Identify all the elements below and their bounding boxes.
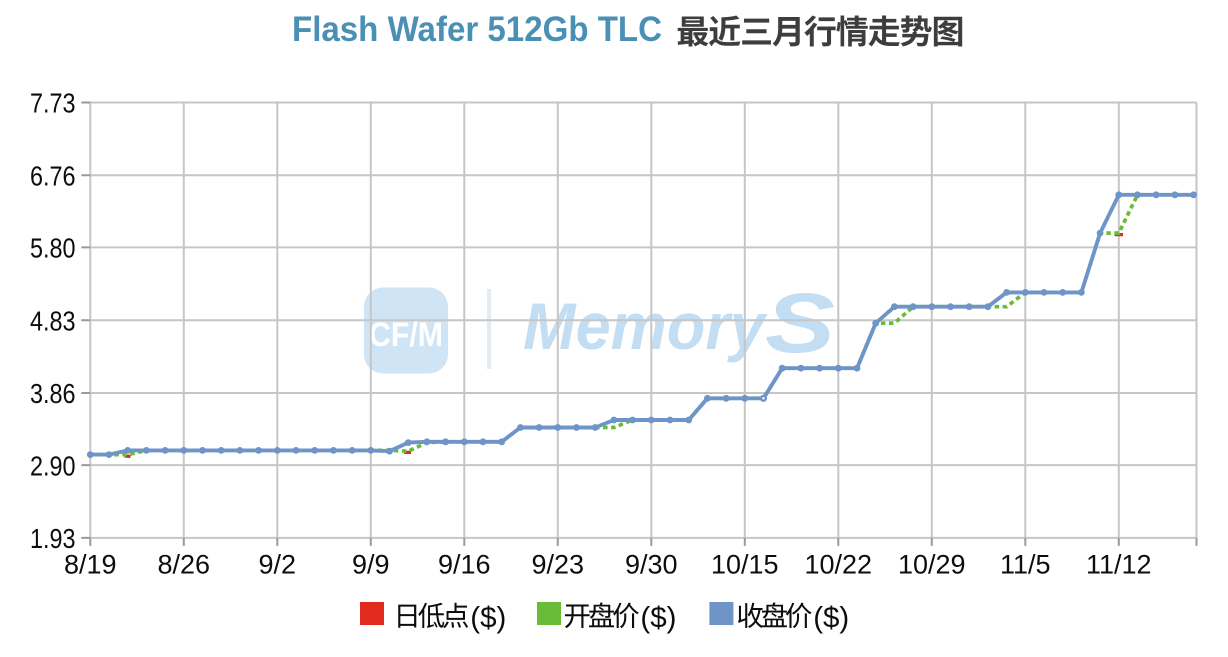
svg-text:9/2: 9/2 bbox=[259, 550, 297, 580]
svg-text:5.80: 5.80 bbox=[30, 233, 76, 264]
svg-text:9/23: 9/23 bbox=[532, 550, 585, 580]
svg-text:8/19: 8/19 bbox=[64, 550, 117, 580]
svg-text:9/9: 9/9 bbox=[352, 550, 390, 580]
svg-text:10/22: 10/22 bbox=[805, 550, 873, 580]
svg-text:10/29: 10/29 bbox=[898, 550, 966, 580]
svg-text:Memory: Memory bbox=[523, 289, 768, 363]
svg-text:1.93: 1.93 bbox=[30, 523, 76, 554]
svg-text:7.73: 7.73 bbox=[30, 88, 76, 119]
svg-text:4.83: 4.83 bbox=[30, 305, 76, 336]
svg-text:S: S bbox=[765, 276, 835, 370]
svg-text:11/5: 11/5 bbox=[1000, 550, 1051, 580]
svg-text:($): ($) bbox=[470, 602, 506, 635]
svg-text:9/16: 9/16 bbox=[438, 550, 491, 580]
svg-text:6.76: 6.76 bbox=[30, 161, 76, 192]
svg-text:10/15: 10/15 bbox=[711, 550, 779, 580]
svg-text:($): ($) bbox=[813, 602, 849, 635]
svg-text:Flash Wafer 512Gb TLC: Flash Wafer 512Gb TLC bbox=[292, 9, 662, 49]
svg-text:CF/M: CF/M bbox=[369, 316, 443, 354]
svg-text:9/30: 9/30 bbox=[625, 550, 678, 580]
svg-text:2.90: 2.90 bbox=[30, 450, 76, 481]
svg-text:11/12: 11/12 bbox=[1086, 550, 1152, 580]
svg-text:8/26: 8/26 bbox=[158, 550, 211, 580]
svg-text:3.86: 3.86 bbox=[30, 378, 76, 409]
svg-text:($): ($) bbox=[640, 602, 676, 635]
